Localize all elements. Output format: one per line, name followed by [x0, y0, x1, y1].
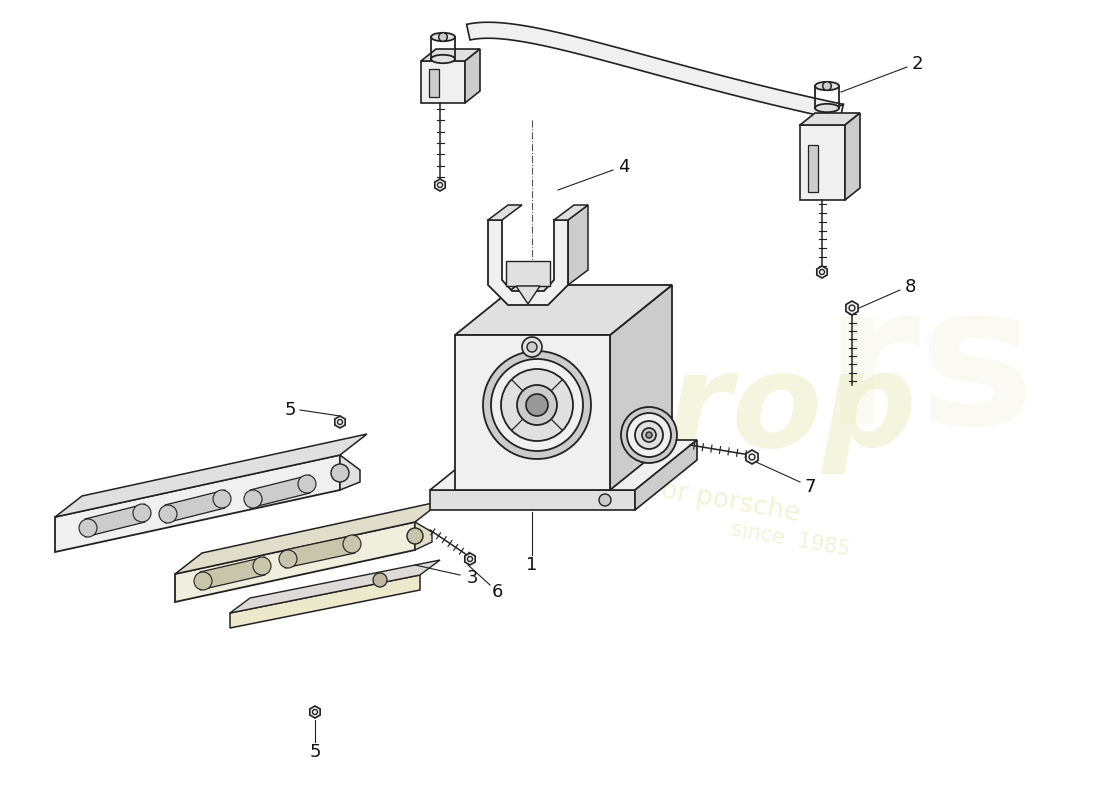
Circle shape [279, 550, 297, 568]
Circle shape [298, 475, 316, 493]
Text: 4: 4 [618, 158, 629, 176]
Polygon shape [175, 522, 415, 602]
Circle shape [194, 572, 212, 590]
Circle shape [439, 33, 448, 42]
Text: 5: 5 [309, 743, 321, 761]
Text: 5: 5 [284, 401, 296, 419]
Polygon shape [808, 145, 818, 192]
Polygon shape [285, 535, 355, 568]
Circle shape [635, 421, 663, 449]
Text: rs: rs [824, 276, 1036, 464]
Text: since  1985: since 1985 [729, 520, 851, 560]
Polygon shape [455, 335, 610, 490]
Text: a passion for porsche: a passion for porsche [518, 453, 802, 527]
Circle shape [823, 82, 832, 90]
Polygon shape [466, 22, 844, 120]
Polygon shape [421, 61, 465, 103]
Polygon shape [429, 69, 439, 97]
Circle shape [527, 342, 537, 352]
Polygon shape [421, 49, 480, 61]
Text: 2: 2 [911, 55, 923, 73]
Polygon shape [55, 455, 340, 552]
Circle shape [483, 351, 591, 459]
Circle shape [468, 557, 473, 562]
Polygon shape [488, 220, 568, 305]
Polygon shape [465, 49, 480, 103]
Circle shape [621, 407, 676, 463]
Polygon shape [506, 261, 550, 286]
Text: 8: 8 [904, 278, 915, 296]
Polygon shape [200, 557, 265, 590]
Circle shape [160, 505, 177, 523]
Circle shape [749, 454, 755, 460]
Polygon shape [516, 286, 540, 304]
Circle shape [820, 270, 825, 274]
Ellipse shape [431, 54, 455, 63]
Polygon shape [746, 450, 758, 464]
Circle shape [438, 182, 442, 187]
Polygon shape [434, 179, 446, 191]
Polygon shape [85, 504, 145, 537]
Polygon shape [554, 205, 588, 220]
Polygon shape [635, 440, 697, 510]
Polygon shape [334, 416, 345, 428]
Circle shape [500, 369, 573, 441]
Circle shape [627, 413, 671, 457]
Circle shape [646, 432, 652, 438]
Circle shape [338, 419, 342, 425]
Polygon shape [230, 560, 440, 613]
Polygon shape [800, 125, 845, 200]
Circle shape [133, 504, 151, 522]
Polygon shape [568, 205, 588, 285]
Polygon shape [845, 113, 860, 200]
Polygon shape [175, 501, 442, 574]
Text: 3: 3 [466, 569, 477, 587]
Polygon shape [55, 434, 367, 517]
Circle shape [253, 557, 271, 575]
Polygon shape [488, 205, 522, 220]
Polygon shape [610, 285, 672, 490]
Circle shape [600, 494, 610, 506]
Ellipse shape [815, 104, 839, 112]
Circle shape [312, 710, 318, 714]
Circle shape [244, 490, 262, 508]
Polygon shape [230, 575, 420, 628]
Polygon shape [310, 706, 320, 718]
Text: 6: 6 [492, 583, 503, 601]
Circle shape [526, 394, 548, 416]
Polygon shape [250, 475, 310, 508]
Polygon shape [430, 440, 697, 490]
Polygon shape [340, 455, 360, 490]
Polygon shape [465, 553, 475, 565]
Circle shape [373, 573, 387, 587]
Circle shape [79, 519, 97, 537]
Text: 1: 1 [526, 556, 538, 574]
Circle shape [213, 490, 231, 508]
Circle shape [343, 535, 361, 553]
Text: 7: 7 [804, 478, 816, 496]
Circle shape [849, 305, 855, 311]
Polygon shape [455, 285, 672, 335]
Text: europ: europ [483, 346, 917, 474]
Circle shape [491, 359, 583, 451]
Polygon shape [817, 266, 827, 278]
Polygon shape [800, 113, 860, 125]
Polygon shape [846, 301, 858, 315]
Circle shape [407, 528, 424, 544]
Circle shape [522, 337, 542, 357]
Circle shape [642, 428, 656, 442]
Polygon shape [430, 490, 635, 510]
Polygon shape [415, 522, 432, 550]
Circle shape [517, 385, 557, 425]
Ellipse shape [815, 82, 839, 90]
Polygon shape [165, 490, 226, 523]
Ellipse shape [431, 33, 455, 41]
Circle shape [331, 464, 349, 482]
